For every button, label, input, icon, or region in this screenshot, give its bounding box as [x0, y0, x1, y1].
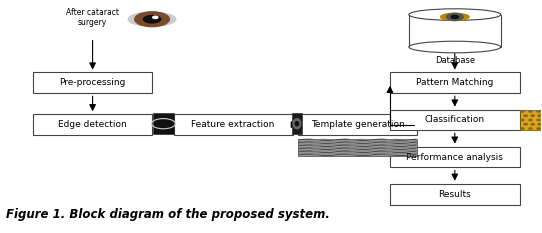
Text: Pre-processing: Pre-processing: [60, 79, 126, 87]
Ellipse shape: [409, 41, 501, 53]
Circle shape: [521, 111, 524, 112]
FancyBboxPatch shape: [33, 114, 152, 135]
Circle shape: [537, 119, 540, 121]
FancyBboxPatch shape: [33, 72, 152, 93]
Circle shape: [135, 12, 169, 27]
Text: Classification: Classification: [425, 116, 485, 124]
FancyBboxPatch shape: [390, 72, 520, 93]
Bar: [298, 138, 417, 156]
Circle shape: [153, 16, 158, 18]
Circle shape: [529, 119, 532, 121]
Circle shape: [521, 128, 524, 129]
Text: Edge detection: Edge detection: [58, 120, 127, 129]
Text: Figure 1. Block diagram of the proposed system.: Figure 1. Block diagram of the proposed …: [6, 208, 330, 221]
Circle shape: [537, 128, 540, 129]
Circle shape: [529, 111, 532, 112]
Ellipse shape: [128, 12, 176, 26]
Circle shape: [144, 16, 161, 23]
Text: Pattern Matching: Pattern Matching: [416, 79, 494, 87]
Text: Feature extraction: Feature extraction: [191, 120, 275, 129]
Circle shape: [531, 123, 534, 125]
Bar: [520, 110, 542, 130]
Ellipse shape: [409, 9, 501, 20]
Circle shape: [537, 111, 540, 112]
Circle shape: [521, 119, 524, 121]
Ellipse shape: [293, 119, 301, 129]
Text: Performance analysis: Performance analysis: [406, 153, 503, 161]
FancyBboxPatch shape: [298, 114, 417, 135]
FancyBboxPatch shape: [390, 184, 520, 205]
FancyBboxPatch shape: [390, 147, 520, 168]
Circle shape: [447, 13, 463, 21]
Ellipse shape: [441, 13, 469, 21]
Circle shape: [529, 128, 532, 129]
Bar: [153, 113, 173, 134]
Bar: [292, 113, 302, 134]
Ellipse shape: [295, 122, 299, 126]
Text: Database: Database: [435, 56, 475, 65]
FancyBboxPatch shape: [390, 110, 520, 130]
Text: Template generation: Template generation: [311, 120, 404, 129]
Text: Results: Results: [438, 190, 471, 199]
Circle shape: [538, 123, 541, 125]
Circle shape: [538, 115, 541, 116]
FancyBboxPatch shape: [173, 114, 293, 135]
Bar: [409, 15, 501, 47]
Circle shape: [531, 115, 534, 116]
Circle shape: [451, 15, 459, 18]
Circle shape: [524, 123, 527, 125]
Text: After cataract
surgery: After cataract surgery: [66, 8, 119, 27]
Circle shape: [524, 115, 527, 116]
